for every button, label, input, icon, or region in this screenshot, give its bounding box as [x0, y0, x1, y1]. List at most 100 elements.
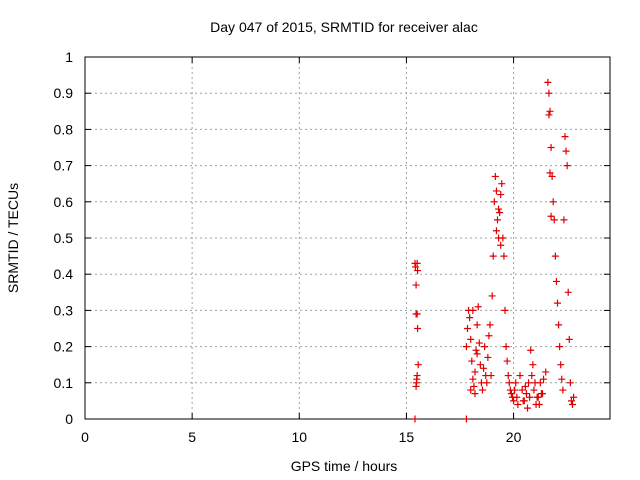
y-tick-label: 1 [65, 49, 73, 65]
y-tick-label: 0.1 [54, 375, 74, 391]
data-point [526, 393, 534, 401]
x-tick-label: 5 [188, 429, 196, 445]
data-point [510, 397, 518, 405]
data-point [492, 227, 500, 235]
data-point [462, 415, 470, 423]
data-point [527, 346, 535, 354]
data-point [503, 357, 511, 365]
data-point [500, 252, 508, 260]
data-point [473, 350, 481, 358]
y-tick-label: 0.3 [54, 302, 74, 318]
data-point [499, 234, 507, 242]
data-point [518, 386, 526, 394]
data-point [549, 198, 557, 206]
data-point [484, 353, 492, 361]
data-point [564, 288, 572, 296]
data-point [498, 180, 506, 188]
data-point [540, 375, 548, 383]
data-point [560, 216, 568, 224]
data-point [519, 397, 527, 405]
data-point [411, 263, 419, 271]
data-point [567, 397, 575, 405]
data-point [497, 241, 505, 249]
data-point [562, 147, 570, 155]
data-point [412, 382, 420, 390]
data-point [522, 390, 530, 398]
data-point [497, 191, 505, 199]
y-tick-label: 0.9 [54, 85, 74, 101]
data-point [528, 372, 536, 380]
data-point [412, 310, 420, 318]
x-tick-label: 0 [81, 429, 89, 445]
data-point [475, 339, 483, 347]
data-point [524, 404, 531, 412]
data-point [480, 364, 488, 372]
data-point [534, 393, 542, 401]
x-tick-label: 10 [291, 429, 307, 445]
data-point [412, 281, 420, 289]
data-point [485, 332, 493, 340]
data-point [468, 357, 476, 365]
data-point [561, 133, 569, 141]
data-point [501, 306, 509, 314]
x-tick-label: 15 [399, 429, 415, 445]
data-point [490, 198, 498, 206]
data-point [570, 393, 578, 401]
data-point [521, 382, 529, 390]
chart-labels: Day 047 of 2015, SRMTID for receiver ala… [5, 19, 522, 474]
data-point [558, 375, 566, 383]
data-point [495, 205, 503, 213]
y-tick-label: 0 [65, 411, 73, 427]
y-axis-label: SRMTID / TECUs [5, 183, 21, 293]
data-point [413, 375, 421, 383]
data-point [464, 325, 471, 332]
tick-marks [84, 56, 610, 420]
data-point [556, 343, 564, 351]
data-point [539, 390, 546, 398]
data-point [473, 321, 481, 329]
data-point [494, 216, 501, 224]
x-tick-label: 20 [506, 429, 522, 445]
data-point [474, 303, 482, 311]
data-point [530, 386, 538, 394]
data-point [550, 216, 558, 224]
data-point [411, 415, 419, 423]
data-point [414, 361, 422, 369]
data-point [487, 372, 495, 380]
data-point [546, 169, 554, 177]
y-tick-label: 0.4 [54, 266, 74, 282]
data-point [514, 401, 522, 409]
data-point [462, 343, 470, 351]
x-axis-label: GPS time / hours [291, 458, 398, 474]
data-point [472, 346, 480, 354]
data-point [565, 335, 573, 343]
y-tick-label: 0.8 [54, 121, 74, 137]
data-point [542, 368, 550, 376]
y-tick-label: 0.6 [54, 194, 74, 210]
data-point [486, 321, 494, 329]
data-point [481, 343, 489, 351]
data-point [466, 314, 474, 322]
data-point [414, 325, 422, 332]
data-point [544, 78, 552, 86]
data-point [491, 172, 499, 180]
data-point [488, 292, 496, 300]
data-point [545, 89, 553, 97]
data-point [563, 162, 571, 170]
data-point [547, 144, 555, 151]
data-point [505, 379, 513, 387]
data-point [513, 393, 521, 401]
data-point [476, 361, 484, 369]
data-point [470, 382, 478, 390]
data-point [546, 107, 554, 115]
data-point [413, 259, 421, 267]
data-point [479, 386, 486, 394]
data-point [557, 361, 565, 369]
data-point [467, 335, 475, 343]
data-point [504, 372, 512, 380]
data-point [502, 343, 510, 351]
data-point [551, 252, 559, 260]
data-point [566, 379, 574, 387]
